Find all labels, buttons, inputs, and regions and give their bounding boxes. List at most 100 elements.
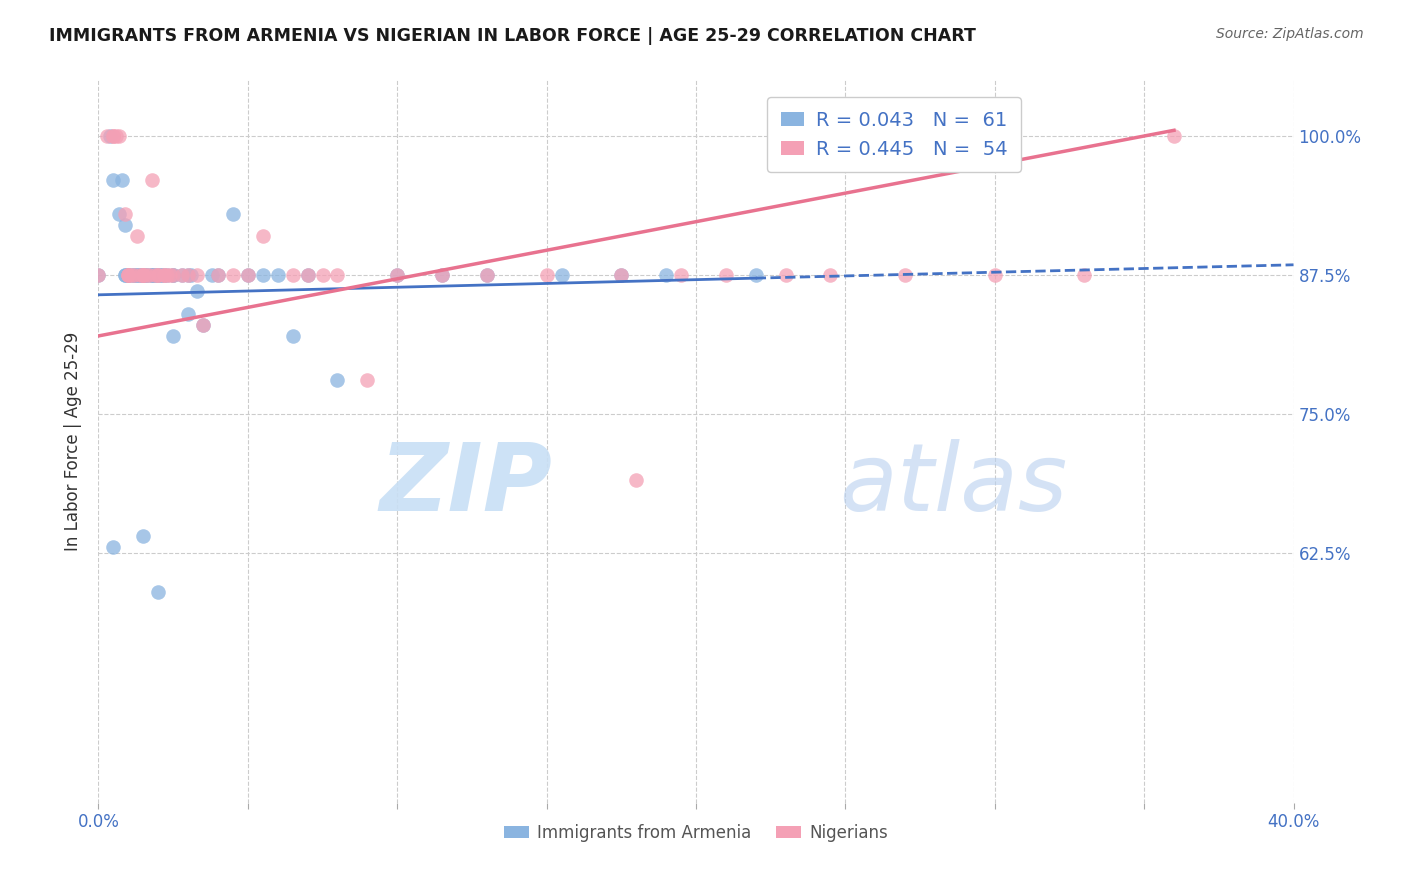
Point — [87, 268, 110, 282]
Point — [159, 268, 181, 282]
Point — [326, 373, 349, 387]
Point — [820, 268, 842, 282]
Point — [148, 584, 170, 599]
Point — [132, 268, 155, 282]
Point — [141, 173, 163, 187]
Point — [610, 268, 633, 282]
Point — [207, 268, 229, 282]
Point — [132, 268, 155, 282]
Text: IMMIGRANTS FROM ARMENIA VS NIGERIAN IN LABOR FORCE | AGE 25-29 CORRELATION CHART: IMMIGRANTS FROM ARMENIA VS NIGERIAN IN L… — [49, 27, 976, 45]
Point — [117, 268, 139, 282]
Point — [148, 268, 170, 282]
Point — [655, 268, 678, 282]
Point — [129, 268, 152, 282]
Point — [132, 268, 155, 282]
Point — [984, 268, 1007, 282]
Point — [775, 268, 797, 282]
Point — [252, 228, 274, 243]
Point — [132, 529, 155, 543]
Point — [385, 268, 409, 282]
Point — [135, 268, 157, 282]
Point — [103, 173, 125, 187]
Point — [894, 268, 917, 282]
Point — [132, 268, 155, 282]
Point — [297, 268, 319, 282]
Point — [1163, 128, 1185, 143]
Point — [132, 268, 155, 282]
Point — [186, 268, 208, 282]
Point — [143, 268, 166, 282]
Point — [124, 268, 146, 282]
Point — [150, 268, 173, 282]
Point — [117, 268, 139, 282]
Point — [180, 268, 202, 282]
Point — [105, 128, 128, 143]
Point — [475, 268, 498, 282]
Point — [117, 268, 139, 282]
Point — [132, 268, 155, 282]
Point — [127, 228, 149, 243]
Point — [385, 268, 409, 282]
Point — [177, 307, 200, 321]
Point — [177, 268, 200, 282]
Point — [148, 268, 170, 282]
Point — [156, 268, 179, 282]
Point — [98, 128, 122, 143]
Point — [114, 268, 136, 282]
Point — [156, 268, 179, 282]
Point — [356, 373, 378, 387]
Point — [236, 268, 259, 282]
Point — [135, 268, 157, 282]
Point — [87, 268, 110, 282]
Point — [191, 318, 214, 332]
Point — [153, 268, 176, 282]
Point — [120, 268, 142, 282]
Text: ZIP: ZIP — [380, 439, 553, 531]
Point — [669, 268, 692, 282]
Point — [172, 268, 194, 282]
Point — [186, 285, 208, 299]
Point — [114, 218, 136, 232]
Point — [129, 268, 152, 282]
Point — [143, 268, 166, 282]
Point — [138, 268, 160, 282]
Point — [117, 268, 139, 282]
Point — [191, 318, 214, 332]
Point — [714, 268, 737, 282]
Point — [267, 268, 290, 282]
Point — [120, 268, 142, 282]
Point — [281, 268, 304, 282]
Point — [297, 268, 319, 282]
Text: Source: ZipAtlas.com: Source: ZipAtlas.com — [1216, 27, 1364, 41]
Point — [135, 268, 157, 282]
Point — [103, 128, 125, 143]
Point — [162, 268, 184, 282]
Point — [153, 268, 176, 282]
Point — [162, 268, 184, 282]
Point — [103, 128, 125, 143]
Point — [114, 268, 136, 282]
Text: atlas: atlas — [839, 440, 1067, 531]
Point — [148, 268, 170, 282]
Point — [108, 207, 131, 221]
Point — [626, 474, 648, 488]
Legend: Immigrants from Armenia, Nigerians: Immigrants from Armenia, Nigerians — [496, 817, 896, 848]
Point — [222, 268, 245, 282]
Point — [141, 268, 163, 282]
Point — [117, 268, 139, 282]
Point — [222, 207, 245, 221]
Point — [127, 268, 149, 282]
Point — [281, 329, 304, 343]
Point — [127, 268, 149, 282]
Point — [201, 268, 224, 282]
Point — [150, 268, 173, 282]
Point — [111, 173, 134, 187]
Point — [1073, 268, 1095, 282]
Point — [475, 268, 498, 282]
Point — [177, 268, 200, 282]
Point — [162, 329, 184, 343]
Point — [124, 268, 146, 282]
Point — [610, 268, 633, 282]
Point — [148, 268, 170, 282]
Point — [138, 268, 160, 282]
